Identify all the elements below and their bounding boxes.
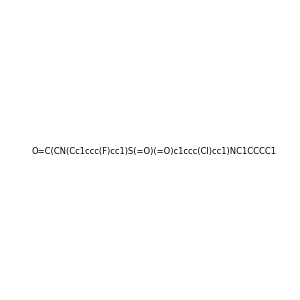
Text: O=C(CN(Cc1ccc(F)cc1)S(=O)(=O)c1ccc(Cl)cc1)NC1CCCC1: O=C(CN(Cc1ccc(F)cc1)S(=O)(=O)c1ccc(Cl)cc… bbox=[31, 147, 276, 156]
